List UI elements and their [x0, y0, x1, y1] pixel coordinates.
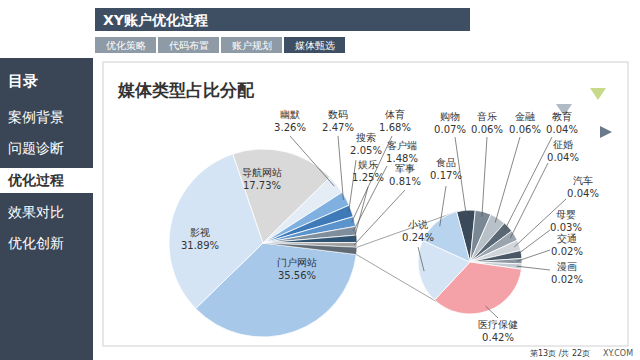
decor — [590, 88, 606, 100]
pie-slice-other — [263, 243, 357, 254]
slice-value: 0.07% — [434, 124, 466, 135]
slice-value: 0.42% — [482, 332, 514, 343]
slice-value: 0.06% — [509, 124, 541, 135]
leader-line — [517, 266, 550, 270]
slice-category: 金融 — [515, 111, 535, 122]
slice-value: 0.02% — [551, 274, 583, 285]
slice-category: 漫画 — [557, 261, 577, 272]
leader-line — [482, 137, 487, 217]
leader-line — [495, 137, 520, 223]
slice-category: 影视 — [190, 227, 210, 238]
leader-line — [517, 250, 550, 261]
slide: XY账户优化过程优化策略 代码布置 账户规划 媒体甄选目录案例背景问题诊断优化过程效果… — [0, 0, 640, 360]
pie-slice — [263, 235, 357, 243]
footer-page: 第13页 /共 22页 — [530, 349, 590, 358]
slice-value: 3.26% — [274, 122, 306, 133]
slice-value: 0.04% — [567, 188, 599, 199]
decor — [600, 126, 612, 138]
leader-line — [418, 247, 424, 271]
slice-category: 娱乐 — [358, 159, 378, 170]
sidebar-bg — [0, 58, 93, 360]
tab — [284, 37, 345, 53]
slice-category: 音乐 — [477, 111, 497, 122]
slice-value: 17.73% — [243, 180, 281, 191]
tab-label: 账户规划 — [232, 40, 272, 51]
secondary-pie — [418, 210, 522, 314]
slice-category: 小说 — [408, 219, 428, 230]
slice-value: 2.47% — [322, 122, 354, 133]
sidebar-item: 案例背景 — [8, 109, 64, 125]
leader-line — [354, 190, 405, 245]
slice-value: 0.04% — [547, 152, 579, 163]
slice-value: 0.24% — [402, 232, 434, 243]
sidebar-item: 优化过程 — [7, 172, 64, 188]
slice-category: 搜索 — [356, 132, 376, 143]
slice-value: 0.04% — [546, 124, 578, 135]
tab-label: 媒体甄选 — [295, 40, 335, 51]
slice-value: 0.17% — [430, 170, 462, 181]
sidebar-item: 问题诊断 — [8, 140, 64, 156]
slice-category: 食品 — [436, 157, 456, 168]
slice-category: 交通 — [557, 233, 577, 244]
sidebar-item: 优化创新 — [8, 235, 64, 251]
slice-category: 幽默 — [280, 109, 300, 120]
slice-category: 导航网站 — [242, 167, 282, 178]
slice-value: 0.03% — [550, 222, 582, 233]
tab — [221, 37, 282, 53]
chart-title: 媒体类型占比分配 — [117, 80, 255, 100]
leader-line — [354, 187, 368, 239]
slice-category: 门户网站 — [277, 257, 317, 268]
slice-category: 军事 — [395, 163, 415, 174]
leader-line — [510, 163, 548, 238]
tab — [95, 37, 156, 53]
leader-line — [486, 306, 498, 318]
sidebar-heading: 目录 — [8, 72, 38, 90]
slice-category: 汽车 — [573, 175, 593, 186]
leader-line — [504, 137, 552, 230]
tab — [158, 37, 219, 53]
slice-category: 医疗保健 — [478, 319, 518, 330]
leader-line — [290, 136, 334, 186]
header-title: XY账户优化过程 — [103, 12, 208, 28]
slice-value: 0.02% — [551, 246, 583, 257]
leader-line — [349, 160, 356, 212]
slice-value: 2.05% — [350, 145, 382, 156]
slice-category: 体育 — [385, 109, 405, 120]
header-bar — [95, 8, 470, 31]
slice-category: 客户端 — [387, 140, 417, 151]
sidebar-highlight — [0, 168, 96, 193]
content-frame — [103, 62, 628, 346]
slice-category: 教育 — [552, 111, 572, 122]
slice-value: 31.89% — [181, 240, 219, 251]
tab-label: 代码布置 — [168, 40, 209, 51]
sidebar-item: 效果对比 — [8, 204, 64, 220]
pie-slice — [263, 226, 357, 243]
leader-line — [352, 136, 392, 222]
tab-label: 优化策略 — [106, 40, 146, 51]
slice-category: 购物 — [440, 111, 460, 122]
slice-category: 征婚 — [553, 139, 573, 150]
slice-category: 数码 — [328, 109, 348, 120]
slice-value: 35.56% — [278, 270, 316, 281]
slice-value: 0.81% — [389, 176, 421, 187]
slice-value: 1.25% — [352, 172, 384, 183]
leader-line — [440, 186, 446, 226]
leader-line — [338, 136, 343, 200]
footer-logo: XY.COM — [603, 349, 633, 358]
slice-value: 0.06% — [471, 124, 503, 135]
slice-category: 母婴 — [556, 209, 576, 220]
slice-value: 1.68% — [379, 122, 411, 133]
main-pie — [169, 149, 357, 337]
